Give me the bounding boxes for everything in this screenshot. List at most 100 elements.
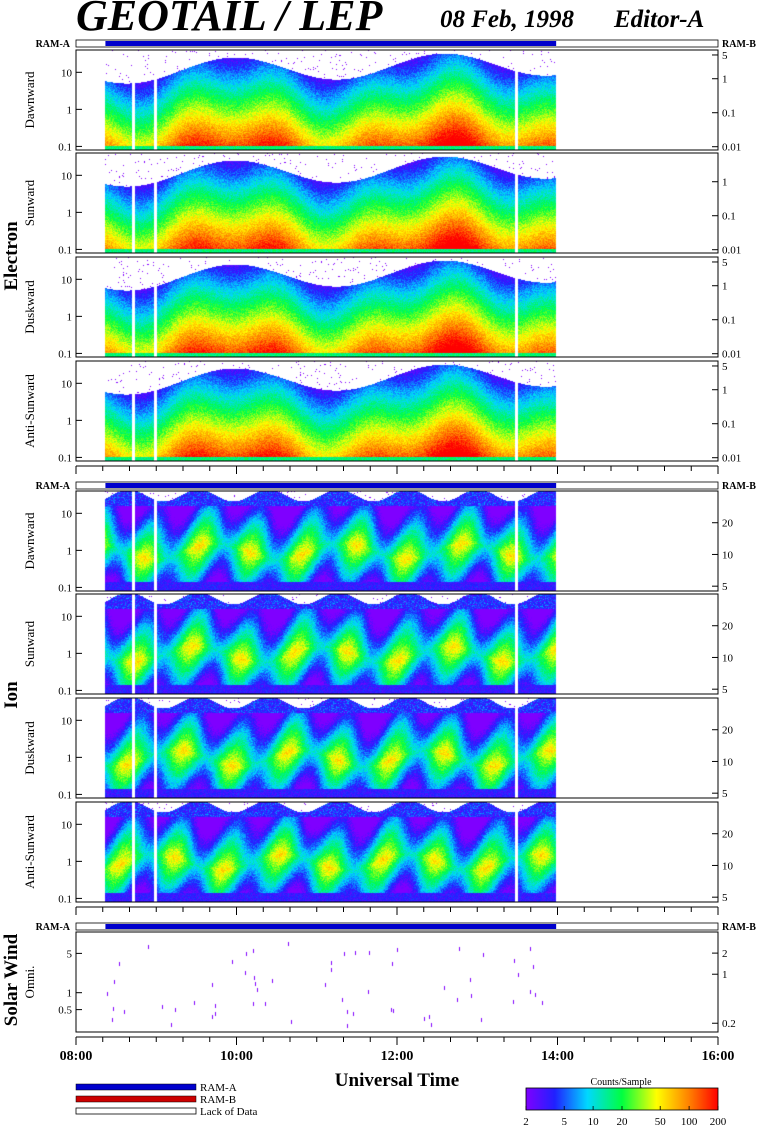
x-tick-label: 14:00 [541, 1049, 574, 1064]
panel-electron-sunward: Sunward 10 1 0.1 1 0.1 0.01 [22, 152, 741, 257]
left-tick-label: 0.1 [58, 893, 72, 905]
spectrogram-image [76, 257, 718, 357]
spectrogram-image [76, 698, 718, 798]
left-tick-label: 10 [61, 508, 73, 520]
group-label-ion: Ion [1, 681, 22, 709]
panel-frame [75, 931, 719, 1033]
legend-ram-a: RAM-A [200, 1082, 237, 1094]
left-tick-label: 0.1 [58, 685, 72, 697]
right-tick-label: 1 [722, 969, 728, 981]
panel-frame [75, 360, 719, 462]
ram-a-coverage [105, 483, 557, 488]
ram-a-coverage [105, 924, 557, 929]
ram-b-label: RAM-B [722, 39, 756, 50]
right-tick-label: 5 [722, 50, 728, 62]
left-tick-label: 10 [61, 67, 73, 79]
legend-swatch-lack [75, 1107, 197, 1115]
ram-a-label: RAM-A [36, 481, 71, 492]
left-tick-label: 0.1 [58, 582, 72, 594]
group-label-electron: Electron [1, 221, 22, 291]
plot-date: 08 Feb, 1998 [440, 6, 575, 33]
panel-label: Dawnward [22, 512, 37, 570]
panel-electron-dawnward: Dawnward 10 1 0.1 5 1 0.1 0.01 [22, 49, 741, 154]
right-tick-label: 5 [722, 684, 728, 696]
left-tick-label: 0.1 [58, 244, 72, 256]
colorbar-ticks: 2 5 10 20 50 100 200 [523, 1106, 727, 1128]
panel-frame [75, 801, 719, 903]
legend-swatch-ram-b [75, 1095, 197, 1103]
panel-frame [75, 593, 719, 695]
right-tick-label: 2 [722, 948, 728, 960]
spectrogram-panels: Dawnward 10 1 0.1 5 1 0.1 0.01 Sunward 10 1 0.1 1 0.1… [22, 49, 741, 1033]
right-tick-label: 20 [722, 518, 734, 530]
right-tick-label: 5 [722, 581, 728, 593]
right-tick-label: 10 [722, 756, 734, 768]
ram-a-coverage [105, 41, 557, 46]
panel-electron-duskward: Duskward 10 1 0.1 5 1 0.1 0.01 [22, 256, 741, 361]
panel-label: Duskward [22, 721, 37, 775]
ram-bar-electron: RAM-A RAM-B [36, 39, 757, 50]
right-tick-label: 0.2 [722, 1018, 736, 1030]
left-tick-label: 0.1 [58, 789, 72, 801]
bar-legend: RAM-A RAM-B Lack of Data [75, 1082, 258, 1118]
ram-b-label: RAM-B [722, 922, 756, 933]
right-tick-label: 1 [722, 281, 728, 293]
spectrogram-image [76, 594, 718, 694]
right-tick-label: 1 [722, 385, 728, 397]
left-tick-label: 10 [61, 378, 73, 390]
spectrogram-image [76, 802, 718, 902]
right-tick-label: 1 [722, 177, 728, 189]
left-tick-label: 10 [61, 274, 73, 286]
x-tick-label: 16:00 [702, 1049, 735, 1064]
ram-bar-solar-wind: RAM-A RAM-B [36, 922, 757, 933]
left-tick-label: 1 [67, 311, 73, 323]
left-tick-label: 10 [61, 170, 73, 182]
ram-bar-ion: RAM-A RAM-B [36, 481, 757, 492]
panel-frame [75, 49, 719, 151]
panel-label: Dawnward [22, 71, 37, 129]
left-tick-label: 0.5 [58, 1005, 72, 1017]
right-tick-label: 20 [722, 829, 734, 841]
left-tick-label: 1 [67, 104, 73, 116]
spectrogram-image [76, 50, 718, 150]
right-tick-label: 0.1 [722, 108, 736, 120]
right-tick-label: 0.01 [722, 349, 741, 361]
legend-lack-of-data: Lack of Data [200, 1106, 258, 1118]
left-tick-label: 0.1 [58, 452, 72, 464]
x-tick-label: 08:00 [60, 1049, 93, 1064]
right-tick-label: 5 [722, 788, 728, 800]
panel-label: Sunward [22, 620, 37, 667]
panel-frame [75, 697, 719, 799]
ram-b-label: RAM-B [722, 481, 756, 492]
right-tick-label: 20 [722, 621, 734, 633]
right-tick-label: 10 [722, 549, 734, 561]
color-bar: Counts/Sample 2 5 10 20 50 100 200 [523, 1077, 727, 1128]
panel-ion-duskward: Duskward 10 1 0.1 20 10 5 [22, 697, 734, 801]
right-tick-label: 0.01 [722, 245, 741, 257]
panel-frame [75, 490, 719, 592]
panel-electron-anti-sunward: Anti-Sunward 10 1 0.1 5 1 0.1 0.01 [22, 360, 741, 465]
left-tick-label: 1 [67, 752, 73, 764]
spectrogram-image [76, 361, 718, 461]
legend-swatch-ram-a [75, 1083, 197, 1091]
spectrogram-image [76, 932, 718, 1032]
panel-label: Duskward [22, 280, 37, 334]
left-tick-label: 10 [61, 611, 73, 623]
colorbar-tick-label: 2 [523, 1116, 529, 1128]
panel-ion-sunward: Sunward 10 1 0.1 20 10 5 [22, 593, 734, 697]
time-tick-rows [75, 465, 719, 1045]
colorbar-tick-label: 100 [681, 1116, 698, 1128]
left-tick-label: 0.1 [58, 348, 72, 360]
colorbar-tick-label: 200 [710, 1116, 727, 1128]
left-tick-label: 10 [61, 819, 73, 831]
colorbar-title: Counts/Sample [590, 1077, 652, 1088]
colorbar-tick-label: 50 [655, 1116, 667, 1128]
x-tick-label: 10:00 [220, 1049, 253, 1064]
right-tick-label: 5 [722, 892, 728, 904]
panel-label: Omni. [22, 966, 37, 999]
colorbar-tick-label: 10 [588, 1116, 600, 1128]
ram-a-label: RAM-A [36, 39, 71, 50]
x-axis-label: Universal Time [335, 1070, 459, 1091]
left-tick-label: 1 [67, 988, 73, 1000]
